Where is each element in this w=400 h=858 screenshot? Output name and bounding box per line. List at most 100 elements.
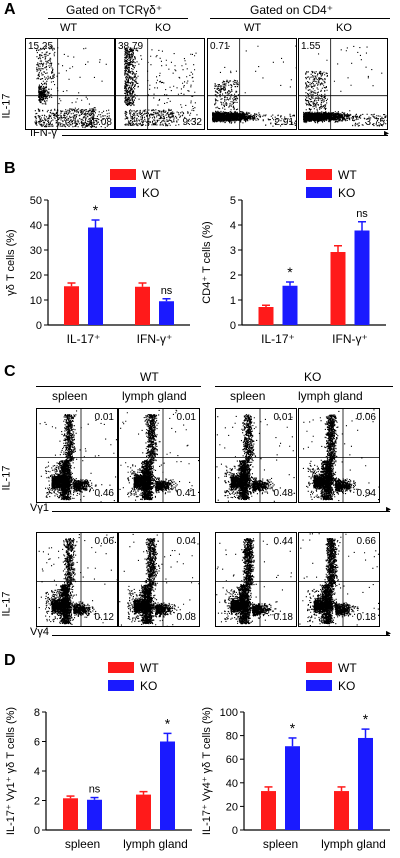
bar-wt (63, 798, 78, 830)
legend-label-ko: KO (338, 186, 355, 200)
y-tick-label: 20 (226, 801, 238, 813)
group-label-ko-c: KO (304, 370, 322, 384)
gate-label-cd4: Gated on CD4⁺ (250, 3, 334, 17)
quadrant-value: 0.06 (94, 536, 114, 547)
bar-ko (282, 285, 298, 325)
chart-b-cd4-t-cells: 0 1 2 3 4 5 CD4⁺ T cells (%) WT KO * IL-17⁺ ns IFN-γ… (201, 168, 386, 346)
col-label-a-3: WT (244, 22, 262, 34)
dot-cloud (303, 45, 387, 127)
quadrant-value: 0.71 (210, 41, 230, 52)
quadrant-value: 0.94 (356, 488, 376, 499)
y-tick-label: 2 (230, 270, 236, 282)
legend-label-wt: WT (338, 168, 357, 182)
significance-label: * (165, 715, 171, 731)
y-tick-label: 40 (226, 778, 238, 790)
legend-swatch-ko (108, 680, 134, 691)
col-label-c-1: spleen (52, 389, 88, 403)
y-tick-label: 60 (226, 754, 238, 766)
dot-cloud (124, 47, 199, 127)
col-label-a-1: WT (60, 22, 78, 34)
legend-swatch-ko (306, 187, 332, 198)
legend-label-ko: KO (338, 679, 355, 693)
y-label-il17-a: IL-17 (0, 93, 13, 119)
y-label-il17-c1: IL-17 (0, 465, 13, 491)
facs-plot-c-vg4-4: 0.66 0.18 (298, 532, 380, 627)
dot-cloud (216, 538, 292, 625)
x-arrow-head-c2: ▸ (386, 628, 392, 639)
x-arrow-line-c1 (52, 511, 390, 512)
facs-plot-c-vg1-3: 0.01 0.48 (215, 408, 297, 503)
facs-plot-a-3: 0.71 2.91 (207, 38, 297, 130)
dot-cloud (119, 409, 199, 501)
legend-swatch-wt (306, 662, 332, 673)
group-underline-wt-c (36, 386, 201, 387)
x-category-label: IFN-γ⁺ (137, 332, 173, 346)
dot-cloud (212, 45, 296, 127)
quadrant-value: 0.18 (273, 612, 293, 623)
legend-swatch-ko (306, 680, 332, 691)
x-category-label: IL-17⁺ (261, 332, 295, 346)
y-tick-label: 30 (30, 245, 42, 257)
chart-b-gd-t-cells: 0 10 20 30 40 50 γδ T cells (%) WT KO * IL-17⁺ ns IF… (5, 168, 190, 346)
dot-cloud (38, 534, 117, 625)
col-label-c-3: spleen (230, 389, 266, 403)
bar-wt (334, 791, 349, 830)
quadrant-value: 38.79 (118, 41, 144, 52)
significance-label: ns (161, 285, 173, 297)
col-label-a-2: KO (155, 22, 171, 34)
y-tick-label: 50 (30, 195, 42, 207)
y-tick-label: 0 (36, 320, 42, 332)
legend-label-wt: WT (338, 661, 357, 675)
y-tick-label: 20 (30, 270, 42, 282)
panel-letter-c: C (4, 363, 16, 380)
quadrant-value: 0.04 (176, 536, 196, 547)
y-axis-label: γδ T cells (%) (5, 229, 17, 295)
x-arrow-head-c1: ▸ (386, 504, 392, 515)
y-tick-label: 80 (226, 731, 238, 743)
facs-plot-a-1: 15.25 15.08 (25, 38, 115, 130)
quadrant-value: 0.12 (94, 612, 114, 623)
y-tick-label: 1 (230, 295, 236, 307)
x-label-ifng-a: IFN-γ (30, 127, 57, 139)
y-label-il17-c2: IL-17 (0, 591, 13, 617)
legend-label-wt: WT (140, 661, 159, 675)
panel-letter-d: D (4, 652, 16, 669)
quadrant-value: 2.91 (274, 117, 294, 128)
bar-ko (87, 799, 102, 830)
dot-cloud (39, 410, 117, 502)
y-tick-label: 0 (34, 825, 40, 837)
quadrant-value: 0.66 (356, 536, 376, 547)
dot-cloud (119, 533, 199, 626)
facs-plot-a-2: 38.79 9.32 (115, 38, 205, 130)
quadrant-value: 0.44 (273, 536, 293, 547)
quadrant-value: 0.18 (356, 612, 376, 623)
y-tick-label: 8 (34, 707, 40, 719)
y-tick-label: 6 (34, 737, 40, 749)
x-category-label: spleen (263, 837, 298, 851)
quadrant-value: 0.41 (176, 488, 196, 499)
x-label-vg4: Vγ4 (30, 626, 49, 638)
chart-d-vg1: 0 2 4 6 8 IL-17⁺ Vγ1⁺ γδ T cells (%) WT KO ns spl… (5, 661, 192, 851)
col-label-a-4: KO (336, 22, 352, 34)
quadrant-value: 0.01 (176, 412, 196, 423)
facs-plot-c-vg4-2: 0.04 0.08 (118, 532, 200, 627)
quadrant-value: 0.06 (356, 412, 376, 423)
dot-cloud (34, 45, 110, 129)
facs-plot-c-vg1-4: 0.06 0.94 (298, 408, 380, 503)
x-arrow-head-a: ▸ (384, 128, 390, 139)
bar-wt (261, 791, 276, 830)
facs-plot-c-vg4-1: 0.06 0.12 (36, 532, 118, 627)
facs-plot-c-vg1-2: 0.01 0.41 (118, 408, 200, 503)
x-category-label: IL-17⁺ (67, 332, 101, 346)
quadrant-value: 0.48 (273, 488, 293, 499)
x-category-label: lymph gland (123, 837, 188, 851)
significance-label: * (290, 720, 296, 736)
quadrant-value: 0.01 (273, 412, 293, 423)
dot-cloud (299, 533, 379, 626)
gate-underline-cd4 (210, 18, 390, 19)
facs-plot-a-4: 1.55 3.75 (298, 38, 388, 130)
bar-wt (136, 794, 151, 830)
legend-swatch-wt (108, 662, 134, 673)
legend-label-ko: KO (142, 186, 159, 200)
bar-ko (88, 227, 103, 325)
